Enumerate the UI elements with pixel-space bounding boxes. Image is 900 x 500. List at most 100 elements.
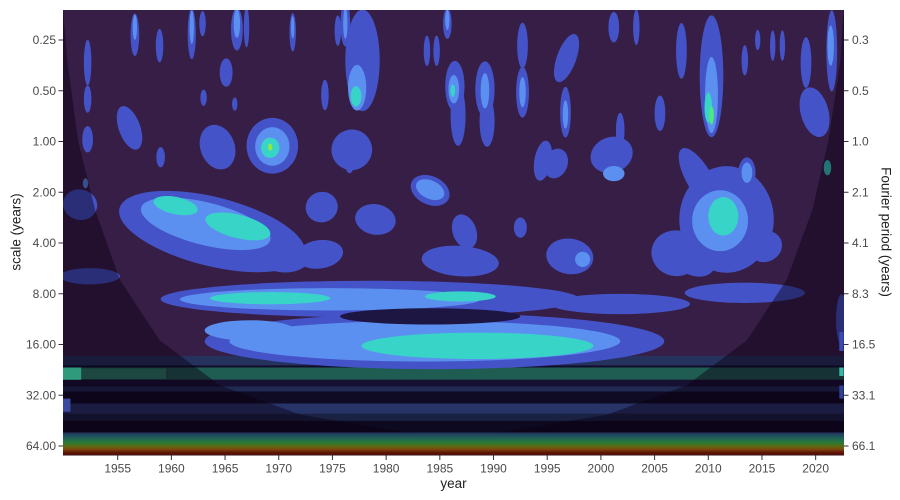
contour-blob-level-1 [63, 189, 98, 220]
contour-blob-level-1 [331, 129, 373, 171]
x-tick-label: 1960 [158, 462, 185, 476]
contour-blob-level-1 [83, 85, 92, 113]
power-band [63, 367, 844, 380]
contour-blob-level-1 [83, 39, 92, 86]
contour-blob-level-1 [199, 124, 236, 170]
scale-tick-label: 32.00 [26, 388, 56, 402]
contour-blob-level-1 [199, 10, 206, 37]
scale-tick-label: 8.00 [33, 287, 57, 301]
contour-blob-level-1 [675, 244, 716, 277]
contour-blob-level-1 [590, 136, 633, 174]
scale-tick-label: 0.50 [33, 84, 57, 98]
x-tick-label: 1955 [104, 462, 131, 476]
contour-blob-level-1 [543, 148, 569, 179]
contour-blob-level-3 [210, 292, 331, 305]
contour-blob-level-1 [433, 35, 440, 67]
contour-blob-level-3 [450, 84, 456, 97]
contour-blob-level-1 [243, 10, 250, 48]
contour-blob-level-1 [553, 34, 580, 83]
power-band [63, 403, 844, 414]
contour-blob-level-2 [575, 251, 591, 267]
edge-mark [63, 367, 82, 380]
x-tick-label: 1995 [534, 462, 561, 476]
contour-blob-level-1 [800, 37, 812, 88]
fourier-tick-label: 1.0 [852, 135, 869, 149]
contour-blob-level-2 [480, 72, 490, 109]
contour-blob-level-1 [334, 15, 342, 46]
cone-of-influence-shade [63, 10, 844, 456]
contour-blob-level-2 [519, 76, 526, 108]
contour-blob-level-1 [232, 97, 238, 111]
scale-tick-label: 2.00 [33, 185, 57, 199]
x-tick-label: 2000 [588, 462, 615, 476]
contour-blob-level-1 [63, 268, 120, 285]
power-band [63, 413, 844, 421]
contour-blob-level-3 [205, 212, 271, 241]
scale-tick-label: 0.25 [33, 33, 57, 47]
contour-blob-level-1 [321, 79, 329, 111]
contour-blob-level-2 [416, 179, 445, 201]
contour-blob-level-2 [445, 10, 450, 31]
contour-blob-level-5 [268, 143, 273, 151]
contour-blob-level-2 [132, 14, 138, 40]
contour-blob-level-1 [799, 87, 830, 137]
right-axis-title: Fourier period (years) [878, 167, 894, 297]
contour-blob-level-2 [343, 10, 348, 39]
x-tick-label: 2010 [695, 462, 722, 476]
contour-blob-level-1 [296, 239, 344, 269]
contour-blob-level-1 [517, 22, 528, 69]
x-axis-title: year [440, 476, 467, 491]
fourier-tick-label: 8.3 [852, 287, 869, 301]
fourier-tick-label: 2.1 [852, 185, 869, 199]
contour-blob-level-1 [260, 242, 310, 273]
scale-tick-label: 16.00 [26, 338, 56, 352]
contour-blob-level-1 [608, 12, 620, 43]
edge-mark [63, 398, 71, 412]
contour-blob-level-2 [82, 178, 89, 189]
contour-blob-level-1 [200, 89, 207, 106]
x-tick-label: 1970 [265, 462, 292, 476]
fourier-tick-label: 16.5 [852, 338, 876, 352]
edge-mark [839, 385, 844, 399]
contour-blob-level-1 [305, 191, 338, 223]
contour-blob-level-3 [350, 86, 362, 107]
contour-blob-level-1 [513, 217, 527, 238]
power-band [63, 391, 844, 404]
contour-blob-level-D [339, 308, 521, 325]
contour-blob-level-4 [709, 106, 714, 125]
panel-group [63, 10, 844, 456]
left-axis-title: scale (years) [8, 193, 24, 271]
x-tick-label: 1990 [480, 462, 507, 476]
contour-blob-level-2 [204, 320, 295, 341]
power-band [79, 368, 167, 379]
contour-blob-level-3 [361, 332, 594, 360]
contour-blob-level-1 [754, 29, 761, 51]
contour-blob-level-3 [153, 195, 198, 216]
x-tick-label: 2005 [641, 462, 668, 476]
fourier-tick-label: 0.5 [852, 84, 869, 98]
contour-blob-level-1 [748, 230, 783, 263]
contour-blob-level-1 [770, 30, 776, 61]
contour-blob-level-1 [82, 126, 93, 153]
contour-blob-level-1 [423, 35, 431, 67]
scale-tick-label: 4.00 [33, 236, 57, 250]
edge-mark [839, 367, 844, 376]
contour-blob-level-1 [779, 30, 786, 61]
contour-blob-level-1 [156, 147, 165, 168]
x-tick-label: 2015 [749, 462, 776, 476]
x-tick-label: 1975 [319, 462, 346, 476]
contour-blob-level-2 [603, 165, 625, 182]
scale-tick-label: 64.00 [26, 439, 56, 453]
contour-blob-level-3 [708, 197, 739, 236]
contour-blob-level-1 [155, 28, 164, 63]
contour-blob-level-1 [684, 282, 805, 303]
fourier-tick-label: 0.3 [852, 33, 869, 47]
x-tick-label: 1985 [426, 462, 453, 476]
contour-blob-level-1 [741, 45, 749, 76]
contour-blob-level-2 [562, 100, 569, 129]
fourier-tick-label: 33.1 [852, 388, 876, 402]
x-tick-label: 1980 [373, 462, 400, 476]
contour-blob-level-1 [550, 293, 691, 315]
